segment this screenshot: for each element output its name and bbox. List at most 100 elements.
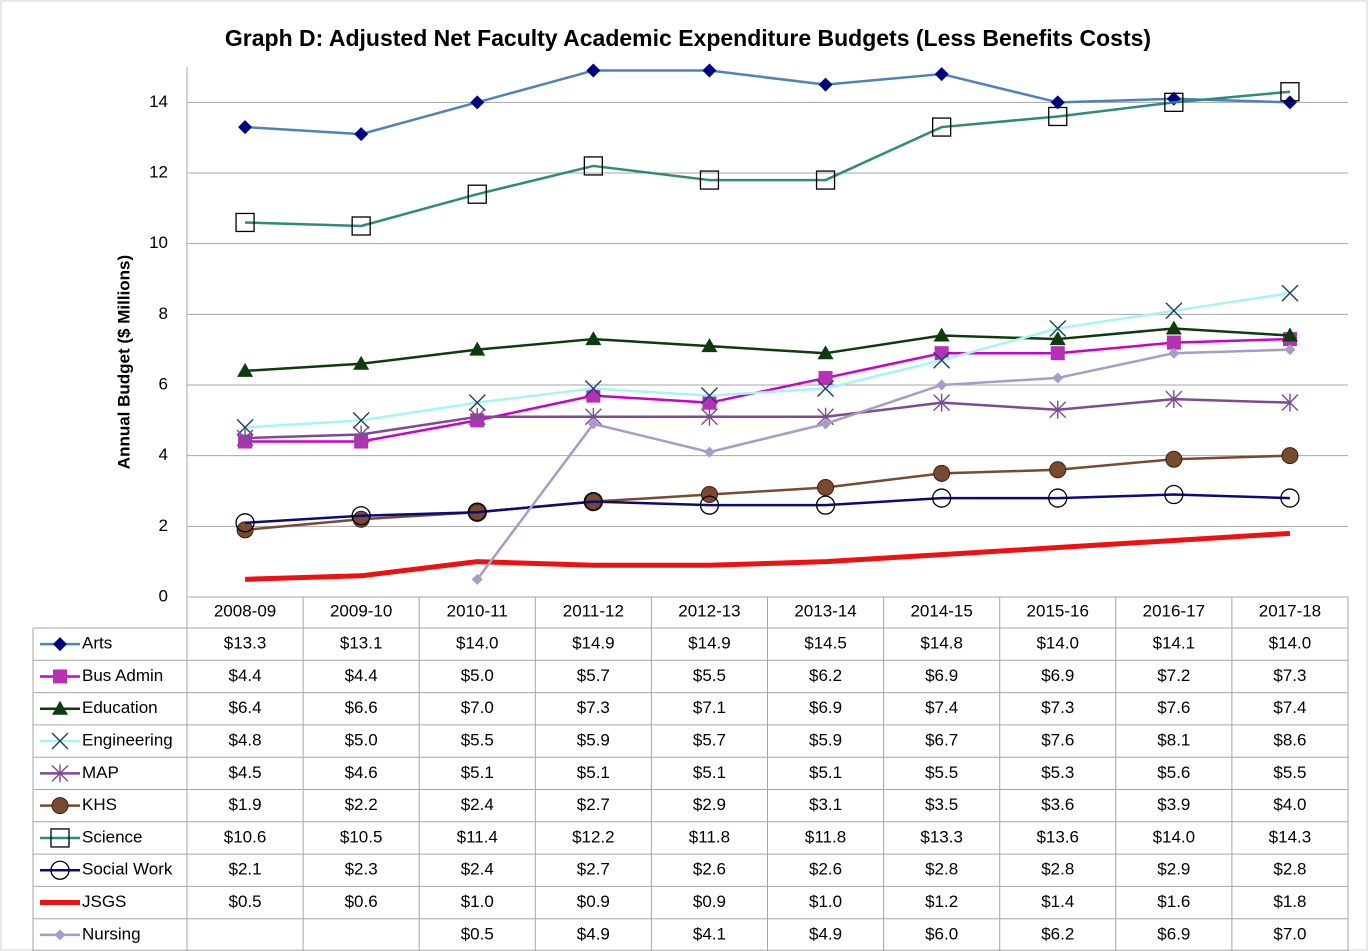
marker <box>1164 484 1184 505</box>
marker <box>1165 302 1183 320</box>
series-line <box>245 337 1290 443</box>
legend-label: Engineering <box>82 731 173 750</box>
table-value: $5.5 <box>925 763 958 782</box>
table-value: $1.0 <box>809 892 842 911</box>
table-value: $13.3 <box>224 634 267 653</box>
marker <box>235 212 255 233</box>
table-value: $14.0 <box>1036 634 1079 653</box>
marker <box>587 418 599 430</box>
table-value: $4.9 <box>577 924 610 943</box>
table-value: $2.4 <box>461 795 494 814</box>
marker <box>353 355 370 370</box>
x-tick-label: 2013-14 <box>794 601 856 620</box>
marker <box>818 370 833 385</box>
marker <box>700 387 718 405</box>
table-value: $0.9 <box>693 892 726 911</box>
table-value: $0.9 <box>577 892 610 911</box>
series-line <box>476 348 1290 581</box>
table-value: $2.9 <box>693 795 726 814</box>
y-axis-label: Annual Budget ($ Millions) <box>114 255 133 469</box>
marker <box>1164 92 1184 112</box>
table-value: $4.0 <box>1273 795 1306 814</box>
table-value: $5.5 <box>693 666 726 685</box>
legend-label: Education <box>82 698 158 717</box>
series-line <box>245 397 1290 440</box>
marker <box>1281 327 1298 342</box>
x-tick-label: 2016-17 <box>1143 601 1205 620</box>
marker <box>1282 95 1297 110</box>
marker <box>51 797 69 815</box>
table-value: $13.1 <box>340 634 383 653</box>
marker <box>470 95 485 110</box>
marker <box>1048 106 1068 127</box>
marker <box>817 345 834 360</box>
y-tick-label: 8 <box>159 304 168 323</box>
marker <box>702 63 717 78</box>
x-tick-label: 2010-11 <box>447 601 508 620</box>
y-tick-label: 10 <box>149 233 168 252</box>
table-value: $2.6 <box>809 860 842 879</box>
table-value: $6.0 <box>925 924 958 943</box>
table-value: $7.6 <box>1041 731 1074 750</box>
marker <box>584 380 602 398</box>
table-value: $5.0 <box>461 666 494 685</box>
table-value: $5.7 <box>693 731 726 750</box>
table-value: $5.1 <box>461 763 494 782</box>
marker <box>51 764 69 783</box>
marker <box>1281 284 1299 302</box>
table-value: $6.2 <box>809 666 842 685</box>
y-tick-label: 0 <box>159 586 168 605</box>
x-tick-label: 2012-13 <box>678 601 740 620</box>
table-value: $2.8 <box>1273 860 1306 879</box>
marker <box>936 379 948 391</box>
table-value: $2.8 <box>1041 860 1074 879</box>
table-value: $5.5 <box>461 731 494 750</box>
marker <box>354 127 369 142</box>
table-value: $5.0 <box>345 731 378 750</box>
marker <box>817 380 835 398</box>
table-value: $6.7 <box>925 731 958 750</box>
x-tick-label: 2009-10 <box>330 601 392 620</box>
marker <box>351 506 371 526</box>
table-value: $14.8 <box>920 634 963 653</box>
marker <box>53 669 67 684</box>
x-tick-label: 2015-16 <box>1027 601 1089 620</box>
table-value: $0.5 <box>229 892 262 911</box>
series-line <box>245 90 1291 228</box>
table-value: $4.8 <box>229 731 262 750</box>
table-value: $2.7 <box>577 860 610 879</box>
marker <box>50 860 70 880</box>
table-value: $0.6 <box>345 892 378 911</box>
marker <box>467 184 487 204</box>
table-value: $1.8 <box>1273 892 1306 911</box>
table-value: $14.9 <box>688 634 731 653</box>
table-value: $6.9 <box>925 666 958 685</box>
marker <box>236 429 254 447</box>
table-value: $14.0 <box>456 634 499 653</box>
marker <box>1048 488 1068 508</box>
marker <box>235 513 255 533</box>
legend-label: Nursing <box>82 924 141 943</box>
table-value: $3.5 <box>925 795 958 814</box>
marker <box>468 407 486 426</box>
table-value: $4.9 <box>809 924 842 943</box>
marker <box>352 425 370 444</box>
marker <box>1165 450 1183 468</box>
table-value: $7.3 <box>577 698 610 717</box>
table-value: $13.6 <box>1036 827 1079 846</box>
table-value: $2.6 <box>693 860 726 879</box>
marker <box>1281 393 1299 412</box>
table-value: $1.4 <box>1041 892 1074 911</box>
marker <box>1049 319 1067 337</box>
marker <box>933 393 951 412</box>
legend-label: MAP <box>82 763 119 782</box>
legend-label: Science <box>82 827 142 846</box>
marker <box>817 478 835 496</box>
marker <box>1049 400 1067 419</box>
table-value: $11.8 <box>689 827 730 846</box>
series-line <box>244 291 1291 429</box>
marker <box>1281 447 1299 465</box>
table-value: $6.2 <box>1041 924 1074 943</box>
marker <box>933 351 951 369</box>
marker <box>52 700 68 715</box>
